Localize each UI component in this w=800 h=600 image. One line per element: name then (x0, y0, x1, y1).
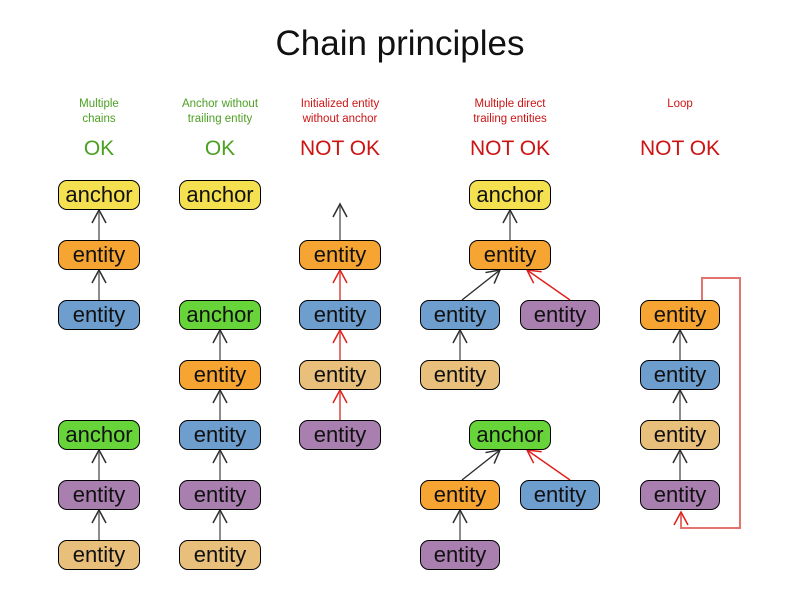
node-entity: entity (179, 360, 261, 390)
node-anchor: anchor (58, 420, 140, 450)
node-entity: entity (299, 360, 381, 390)
node-entity: entity (58, 300, 140, 330)
node-entity: entity (520, 300, 600, 330)
node-entity: entity (640, 300, 720, 330)
column-header-multiple-chains: Multiple chains (79, 98, 119, 125)
status-label-multiple-chains: OK (83, 137, 115, 160)
node-anchor: anchor (179, 180, 261, 210)
status-label-anchor-without-trailing-entity: OK (204, 137, 236, 160)
node-entity: entity (469, 240, 551, 270)
node-entity: entity (420, 480, 500, 510)
node-entity: entity (640, 480, 720, 510)
node-anchor: anchor (179, 300, 261, 330)
column-header-loop: Loop (667, 98, 693, 110)
node-entity: entity (58, 240, 140, 270)
status-label-initialized-entity-without-anchor: NOT OK (299, 137, 381, 160)
node-entity: entity (640, 360, 720, 390)
node-entity: entity (299, 240, 381, 270)
node-entity: entity (179, 540, 261, 570)
node-anchor: anchor (469, 180, 551, 210)
node-anchor: anchor (469, 420, 551, 450)
node-entity: entity (179, 420, 261, 450)
node-entity: entity (299, 420, 381, 450)
status-label-loop: NOT OK (639, 137, 721, 160)
node-entity: entity (420, 360, 500, 390)
column-header-anchor-without-trailing-entity: Anchor without trailing entity (181, 98, 259, 125)
node-entity: entity (640, 420, 720, 450)
node-entity: entity (58, 480, 140, 510)
column-header-initialized-entity-without-anchor: Initialized entity without anchor (300, 98, 380, 125)
diagram-title: Chain principles (275, 24, 525, 63)
node-entity: entity (299, 300, 381, 330)
column-header-multiple-direct-trailing-entities: Multiple direct trailing entities (473, 98, 547, 125)
node-entity: entity (420, 540, 500, 570)
node-entity: entity (520, 480, 600, 510)
node-anchor: anchor (58, 180, 140, 210)
node-entity: entity (58, 540, 140, 570)
node-entity: entity (179, 480, 261, 510)
node-entity: entity (420, 300, 500, 330)
status-label-multiple-direct-trailing-entities: NOT OK (469, 137, 551, 160)
